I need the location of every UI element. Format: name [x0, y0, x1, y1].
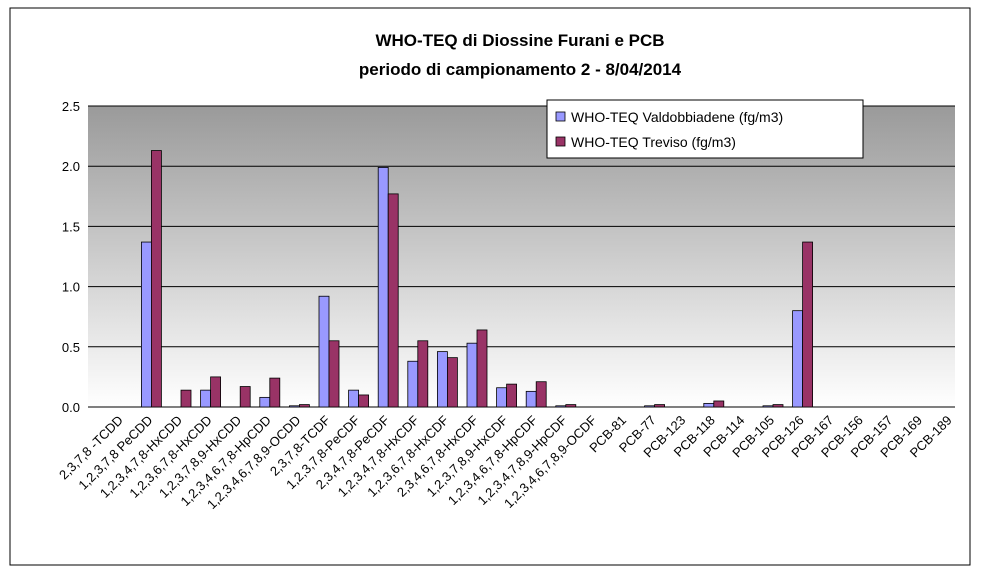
bar — [200, 389, 212, 408]
chart-title: WHO-TEQ di Diossine Furani e PCB — [375, 31, 664, 50]
bar — [535, 381, 547, 408]
bar — [150, 150, 162, 408]
y-tick-label: 0.0 — [62, 400, 80, 415]
legend-swatch — [555, 136, 566, 147]
legend-swatch — [555, 111, 566, 122]
y-tick-label: 1.5 — [62, 219, 80, 234]
bar — [358, 394, 370, 408]
bar — [496, 387, 508, 408]
bar — [506, 383, 518, 408]
bar — [417, 340, 429, 408]
bar — [703, 402, 715, 408]
bar — [348, 389, 360, 408]
bar — [772, 404, 784, 408]
y-tick-label: 1.0 — [62, 280, 80, 295]
y-tick-label: 0.5 — [62, 340, 80, 355]
bar — [407, 360, 419, 408]
bar — [802, 241, 813, 408]
bar — [210, 376, 222, 408]
bar — [436, 351, 448, 408]
chart-subtitle: periodo di campionamento 2 - 8/04/2014 — [359, 60, 682, 79]
bar — [387, 193, 399, 408]
bar — [288, 405, 300, 408]
bar — [555, 405, 567, 408]
bar — [654, 404, 665, 408]
bar — [644, 405, 655, 408]
bar — [377, 167, 389, 408]
legend-label: WHO-TEQ Treviso (fg/m3) — [571, 134, 736, 150]
bar — [180, 389, 192, 408]
y-tick-label: 2.0 — [62, 159, 80, 174]
bar — [239, 386, 251, 408]
bar — [476, 329, 488, 408]
bar — [328, 340, 340, 408]
bar — [713, 400, 725, 408]
bar — [318, 295, 330, 408]
bar — [525, 390, 537, 408]
bar — [466, 342, 478, 408]
legend-box — [546, 99, 864, 159]
y-tick-label: 2.5 — [62, 99, 80, 114]
bar — [259, 396, 271, 408]
bar — [269, 377, 281, 408]
bar — [446, 357, 458, 408]
bar — [298, 404, 310, 408]
bar — [565, 404, 577, 408]
bar — [140, 241, 152, 408]
legend-label: WHO-TEQ Valdobbiadene (fg/m3) — [571, 109, 783, 125]
bar — [762, 405, 774, 408]
bar — [792, 310, 803, 408]
